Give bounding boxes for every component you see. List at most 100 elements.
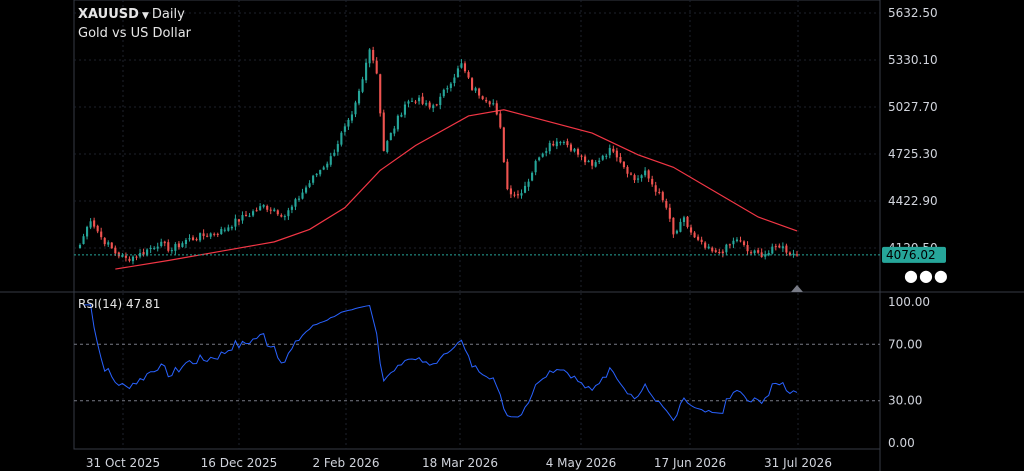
candle-body xyxy=(686,216,689,227)
time-tick-label: 18 Mar 2026 xyxy=(422,456,498,470)
candle-body xyxy=(414,101,417,103)
candle-body xyxy=(764,254,767,257)
candle-body xyxy=(372,49,375,61)
symbol-label[interactable]: XAUUSD xyxy=(78,7,139,22)
candle-body xyxy=(679,221,682,232)
candle-body xyxy=(114,247,117,254)
candle-body xyxy=(753,250,756,254)
candle-body xyxy=(781,246,784,249)
candle-body xyxy=(516,194,520,196)
candle-body xyxy=(661,192,664,201)
candle-body xyxy=(128,258,131,261)
chart-header[interactable]: XAUUSD ▼ Daily Gold vs US Dollar xyxy=(78,6,191,42)
candle-body xyxy=(248,215,251,217)
candle-body xyxy=(742,241,746,246)
rsi-legend[interactable]: RSI(14) 47.81 xyxy=(78,297,160,311)
candle-body xyxy=(534,161,537,173)
candle-body xyxy=(386,141,389,152)
candle-body xyxy=(410,100,414,102)
candle-body xyxy=(587,161,590,163)
price-tick-label: 5330.10 xyxy=(888,53,938,67)
candle-body xyxy=(428,102,431,108)
rsi-value: 47.81 xyxy=(125,297,161,311)
price-tick-label: 4725.30 xyxy=(888,147,938,161)
candle-body xyxy=(322,167,325,170)
candle-body xyxy=(389,132,392,140)
candle-body xyxy=(456,68,459,78)
more-options-icon[interactable]: ●●● xyxy=(904,266,949,285)
candle-body xyxy=(697,236,700,240)
candle-body xyxy=(651,178,654,185)
candle-body xyxy=(481,96,484,100)
candle-body xyxy=(304,187,308,193)
caret-down-icon[interactable]: ▼ xyxy=(141,11,149,21)
candle-body xyxy=(400,114,403,117)
scroll-to-end-icon[interactable] xyxy=(791,285,803,292)
candle-body xyxy=(591,160,594,166)
candle-body xyxy=(425,103,428,105)
current-price-label: 4076.02 xyxy=(886,248,936,262)
candle-body xyxy=(167,242,170,251)
candle-body xyxy=(170,250,173,252)
candle-body xyxy=(478,88,481,96)
candle-body xyxy=(177,243,180,248)
candle-body xyxy=(615,150,618,158)
candle-body xyxy=(252,211,255,216)
candle-body xyxy=(725,244,728,253)
candle-body xyxy=(527,181,530,187)
candle-body xyxy=(509,188,512,195)
candle-body xyxy=(266,205,269,210)
candle-body xyxy=(622,161,625,168)
candle-body xyxy=(188,238,191,240)
candle-body xyxy=(312,175,315,183)
candle-body xyxy=(626,166,629,174)
candle-body xyxy=(594,162,597,167)
rsi-tick-label: 100.00 xyxy=(888,295,930,309)
moving-average-line xyxy=(115,109,798,270)
candle-body xyxy=(336,144,339,152)
candle-body xyxy=(654,185,657,192)
candle-body xyxy=(403,104,407,115)
candle-body xyxy=(220,229,223,235)
price-tick-label: 5027.70 xyxy=(888,100,938,114)
candle-body xyxy=(562,142,565,144)
candle-body xyxy=(531,172,534,181)
candle-body xyxy=(647,170,650,179)
candle-body xyxy=(435,104,438,106)
candle-body xyxy=(199,233,202,241)
candle-body xyxy=(460,63,463,68)
symbol-description: Gold vs US Dollar xyxy=(78,26,192,41)
candle-body xyxy=(223,229,226,231)
rsi-tick-label: 70.00 xyxy=(888,337,922,351)
candle-body xyxy=(96,225,99,232)
candle-body xyxy=(107,242,110,245)
interval-label[interactable]: Daily xyxy=(151,7,185,22)
candle-body xyxy=(259,206,262,211)
candle-body xyxy=(612,148,615,152)
candle-body xyxy=(658,191,661,193)
candle-body xyxy=(446,88,449,90)
candle-body xyxy=(290,206,293,210)
candle-body xyxy=(485,99,488,102)
candle-body xyxy=(407,101,410,104)
candle-body xyxy=(227,227,230,231)
candle-body xyxy=(721,251,724,254)
candle-body xyxy=(361,79,364,92)
rsi-tick-label: 30.00 xyxy=(888,394,922,408)
candle-body xyxy=(502,127,505,163)
candle-body xyxy=(506,161,509,190)
candle-body xyxy=(124,255,127,258)
candle-body xyxy=(234,218,237,227)
candle-body xyxy=(191,237,195,241)
candle-body xyxy=(287,210,290,217)
candle-body xyxy=(449,83,452,88)
candle-body xyxy=(739,240,742,242)
candle-body xyxy=(393,128,396,134)
candle-body xyxy=(757,250,760,253)
candle-body xyxy=(329,156,332,165)
candle-body xyxy=(513,194,516,196)
candle-body xyxy=(439,96,442,106)
candle-body xyxy=(559,142,562,144)
candle-body xyxy=(488,101,491,105)
